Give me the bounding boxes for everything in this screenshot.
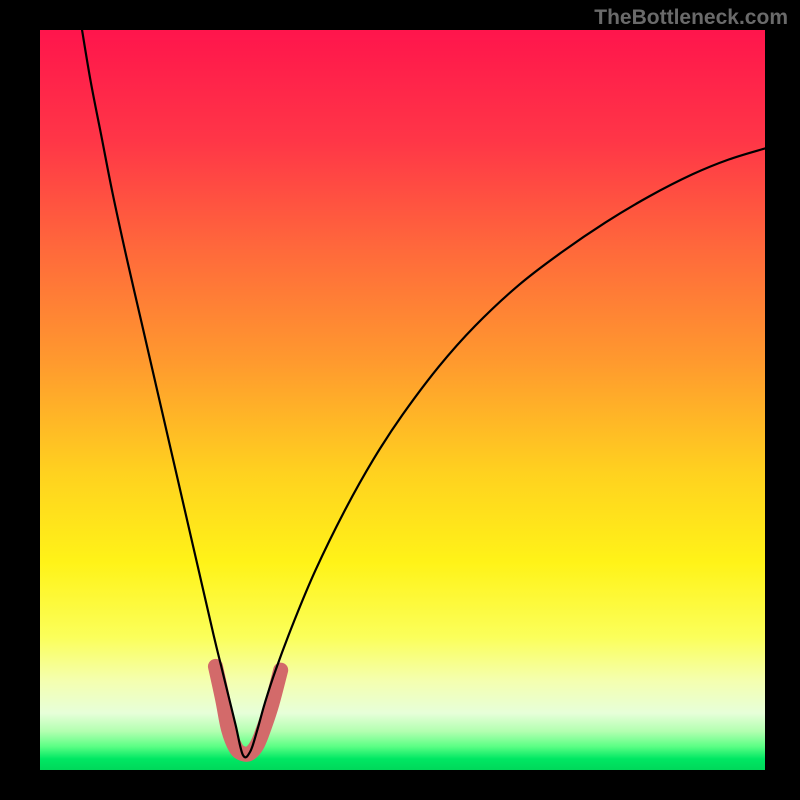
watermark-text: TheBottleneck.com [594,6,788,30]
plot-background [40,30,765,770]
chart-container: TheBottleneck.com [0,0,800,800]
chart-svg [0,0,800,800]
